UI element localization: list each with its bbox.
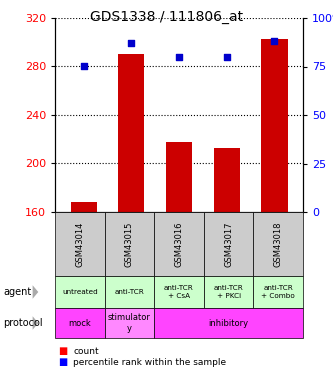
Text: GDS1338 / 111806_at: GDS1338 / 111806_at <box>90 10 243 24</box>
Text: GSM43015: GSM43015 <box>125 221 134 267</box>
Bar <box>213 148 240 212</box>
Text: anti-TCR: anti-TCR <box>115 289 144 295</box>
Text: inhibitory: inhibitory <box>208 318 249 327</box>
Text: stimulator
y: stimulator y <box>108 313 151 333</box>
Text: anti-TCR
+ CsA: anti-TCR + CsA <box>164 285 194 298</box>
Bar <box>71 202 97 212</box>
Text: GSM43014: GSM43014 <box>75 221 84 267</box>
Text: ■: ■ <box>58 357 68 368</box>
Text: agent: agent <box>3 287 32 297</box>
Point <box>176 54 182 60</box>
Point <box>129 40 134 46</box>
Text: protocol: protocol <box>3 318 43 328</box>
Point <box>272 38 277 44</box>
Point <box>81 63 86 69</box>
Text: mock: mock <box>68 318 91 327</box>
Text: GSM43017: GSM43017 <box>224 221 233 267</box>
Text: count: count <box>73 346 99 355</box>
Point <box>224 54 229 60</box>
Text: untreated: untreated <box>62 289 98 295</box>
Text: GSM43018: GSM43018 <box>274 221 283 267</box>
Text: ■: ■ <box>58 346 68 356</box>
Text: anti-TCR
+ Combo: anti-TCR + Combo <box>261 285 295 298</box>
Text: anti-TCR
+ PKCi: anti-TCR + PKCi <box>214 285 243 298</box>
Bar <box>261 39 287 212</box>
Bar <box>118 54 145 212</box>
Text: GSM43016: GSM43016 <box>174 221 183 267</box>
Bar <box>166 142 192 212</box>
Text: percentile rank within the sample: percentile rank within the sample <box>73 358 226 367</box>
